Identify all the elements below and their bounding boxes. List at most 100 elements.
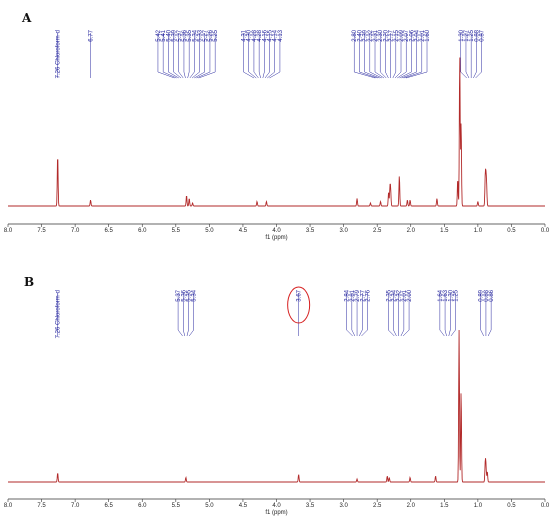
peak-label: 0.88 <box>474 29 480 41</box>
peak-label: 2.32 <box>368 29 374 41</box>
peak-leader-line <box>351 293 356 337</box>
x-tick-label: 3.5 <box>306 503 315 509</box>
peak-label: 5.26 <box>208 29 214 41</box>
peak-leader-line <box>248 33 257 79</box>
peak-label-group: 2.80 2.40 2.39 2.32 2.31 2.30 2.20 2.17 2.15 2.09… <box>352 29 431 79</box>
peak-leader-line <box>177 293 183 337</box>
peak-leader-line <box>157 33 175 79</box>
peak-leader-line <box>397 33 407 79</box>
peak-label-group: 3.67 <box>287 286 311 336</box>
peak-label: 2.40 <box>357 29 363 41</box>
peak-leader-line <box>388 293 395 337</box>
peak-leader-line <box>439 293 445 337</box>
peak-label: 2.01 <box>420 29 426 41</box>
peak-label: 2.31 <box>373 29 379 41</box>
x-tick-label: 4.5 <box>239 228 248 234</box>
peak-label: 2.32 <box>397 289 403 301</box>
peak-label: 2.84 <box>345 289 351 301</box>
peak-leader-line <box>392 33 397 79</box>
peak-leader-line <box>379 33 387 79</box>
peak-label: 2.76 <box>365 289 371 301</box>
peak-label-group: 0.89 0.88 0.86 <box>479 289 495 337</box>
peak-label: 4.14 <box>273 29 279 41</box>
peak-label: 5.40 <box>166 29 172 41</box>
peak-leader-line <box>253 33 259 79</box>
x-tick-label: 5.5 <box>172 228 181 234</box>
peak-label-group: 5.37 5.36 5.35 5.34 <box>176 289 198 337</box>
peak-leader-line <box>269 33 281 79</box>
peak-leader-line <box>162 33 177 79</box>
peak-leader-line <box>475 33 482 79</box>
peak-label: 5.42 <box>156 29 162 41</box>
x-tick-label: 5.0 <box>205 503 214 509</box>
peak-leader-line <box>189 33 195 79</box>
peak-leader-line <box>198 33 216 79</box>
peak-label: 1.60 <box>425 29 431 41</box>
spectrum-panel-B: B 8.0 7.5 7.0 6.5 6.0 5.5 5.0 4.5 4.0 3.5 3.0 2.5 2.0… <box>4 275 550 516</box>
peak-label: 5.37 <box>177 29 183 41</box>
peak-leader-line <box>258 33 261 79</box>
peak-leader-line <box>399 33 412 79</box>
x-axis-title: f1 (ppm) <box>265 510 287 516</box>
peak-leader-line <box>444 293 447 337</box>
peak-label: 1.64 <box>438 289 444 301</box>
peak-leader-line <box>450 293 456 337</box>
peak-label-group: 5.42 5.41 5.40 5.39 5.37 5.36 5.35 5.34 5.33 5.27… <box>156 29 219 79</box>
peak-label: 1.25 <box>469 29 475 41</box>
x-tick-label: 4.0 <box>272 503 281 509</box>
x-tick-label: 3.5 <box>306 228 315 234</box>
spectrum-line <box>8 329 545 483</box>
x-tick-label: 5.5 <box>172 503 181 509</box>
peak-label: 4.15 <box>268 29 274 41</box>
x-tick-label: 6.0 <box>138 228 147 234</box>
peak-leader-line <box>353 33 376 79</box>
peak-label: 6.77 <box>89 29 95 41</box>
x-tick-label: 0.0 <box>541 228 550 234</box>
peak-leader-line <box>402 293 410 337</box>
peak-leader-line <box>183 293 186 337</box>
peak-label-group: 1.64 1.63 1.30 1.25 <box>438 289 459 337</box>
peak-label: 5.35 <box>187 29 193 41</box>
peak-leader-line <box>186 293 189 337</box>
peak-label: 2.00 <box>407 289 413 301</box>
peak-label: 4.13 <box>278 29 284 41</box>
peak-label: 2.30 <box>378 29 384 41</box>
x-tick-label: 7.5 <box>37 503 46 509</box>
peak-label-group: 6.77 <box>89 29 95 78</box>
peak-leader-line <box>361 293 368 337</box>
peak-label: 2.39 <box>363 29 369 41</box>
x-tick-label: 7.0 <box>71 228 80 234</box>
peak-label: 2.17 <box>389 29 395 41</box>
peak-leader-line <box>393 293 397 337</box>
peak-label-group: 2.84 2.81 2.79 2.77 2.76 <box>345 289 371 337</box>
x-tick-label: 3.0 <box>339 503 348 509</box>
peak-label-group: 7.26 Chloroform-d <box>56 30 62 78</box>
peak-leader-line <box>183 33 186 79</box>
peak-label: 3.67 <box>297 289 303 301</box>
x-tick-label: 2.0 <box>407 503 416 509</box>
highlight-circle <box>287 286 311 324</box>
peak-leader-line <box>480 293 484 337</box>
peak-label: 0.86 <box>489 289 495 301</box>
x-tick-label: 6.0 <box>138 503 147 509</box>
peak-label: 7.26 Chloroform-d <box>56 290 62 338</box>
peak-label: 1.27 <box>464 29 470 41</box>
peak-label: 2.80 <box>352 29 358 41</box>
peak-label: 4.16 <box>262 29 268 41</box>
peak-label: 5.36 <box>181 289 187 301</box>
peak-label: 2.06 <box>409 29 415 41</box>
peak-leader-line <box>168 33 179 79</box>
peak-label: 4.30 <box>247 29 253 41</box>
peak-label: 5.37 <box>176 289 182 301</box>
peak-label: 5.27 <box>203 29 209 41</box>
peak-leader-line <box>448 293 451 337</box>
x-tick-label: 6.5 <box>105 503 114 509</box>
peak-label: 1.63 <box>443 289 449 301</box>
peak-label: 4.31 <box>242 29 248 41</box>
peak-leader-line <box>178 33 184 79</box>
x-tick-label: 6.5 <box>105 228 114 234</box>
peak-leader-line <box>194 33 206 79</box>
peak-leader-line <box>400 293 405 337</box>
peak-leader-line <box>460 33 467 79</box>
peak-label-group: 4.31 4.30 4.28 4.28 4.16 4.15 4.14 4.13 <box>242 29 284 79</box>
